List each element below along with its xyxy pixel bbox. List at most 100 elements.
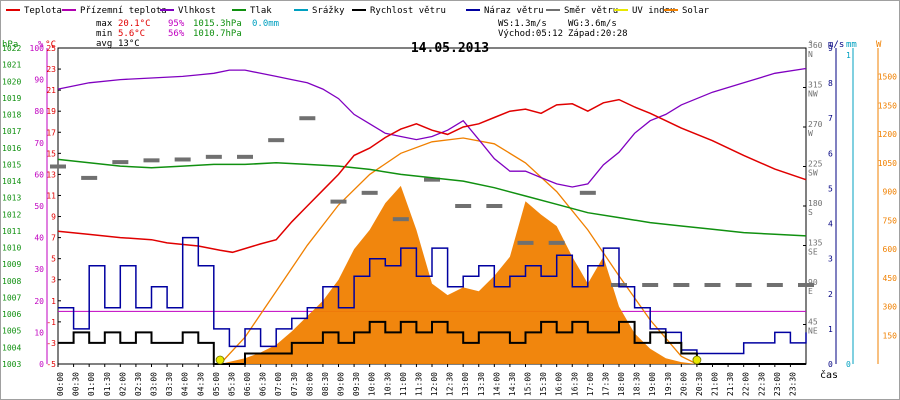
x-tick-label: 21:00: [711, 372, 720, 396]
degc-axis-title: °C: [45, 40, 56, 50]
x-tick-label: 03:00: [150, 372, 159, 396]
dir-tick-degrees: 225: [808, 160, 823, 169]
wind-direction-mark: [50, 164, 66, 169]
x-tick-label: 01:30: [103, 372, 112, 396]
degc-tick-label: 3: [51, 276, 56, 285]
stats-block: max 20.1°C 95% 1015.3hPa 0.0mm min 5.6°C…: [96, 19, 279, 49]
dir-tick-degrees: 180: [808, 199, 823, 208]
x-tick-label: 23:30: [788, 372, 797, 396]
wm2-tick-label: 300: [883, 303, 898, 312]
hpa-tick-label: 1010: [2, 244, 21, 253]
pressure-line: [57, 158, 807, 237]
hpa-tick-label: 1012: [2, 210, 21, 219]
wm2-tick-label: 450: [883, 274, 898, 283]
wm2-tick-label: 150: [883, 331, 898, 340]
wind-direction-mark: [673, 283, 690, 287]
pct-tick-label: 70: [34, 139, 44, 148]
hpa-tick-label: 1016: [2, 144, 21, 153]
ms-tick-label: 5: [828, 184, 833, 193]
hpa-tick-label: 1017: [2, 127, 21, 136]
x-tick-label: 06:00: [243, 372, 252, 396]
hpa-tick-label: 1007: [2, 293, 21, 302]
wm2-tick-label: 750: [883, 216, 898, 225]
hpa-tick-label: 1004: [2, 343, 21, 352]
x-tick-label: 10:30: [383, 372, 392, 396]
wind-direction-mark: [205, 154, 222, 159]
mm-axis-title: mm: [846, 40, 857, 50]
x-tick-label: 14:00: [492, 372, 501, 396]
solar-area: [220, 185, 697, 364]
x-tick-label: 09:00: [337, 372, 346, 396]
wind-direction-mark: [268, 138, 285, 143]
pct-tick-label: 60: [34, 170, 44, 179]
degc-tick-label: 21: [46, 86, 56, 95]
info-ws: WS:1.3m/s: [498, 19, 547, 29]
hpa-tick-label: 1014: [2, 177, 21, 186]
x-tick-label: 08:00: [305, 372, 314, 396]
degc-tick-label: 23: [46, 65, 56, 74]
ms-axis-title: m/s: [828, 40, 844, 50]
x-tick-label: 01:00: [87, 372, 96, 396]
stat-max-hum: 95%: [168, 19, 185, 29]
ms-tick-label: 9: [828, 44, 833, 53]
humidity-line: [57, 67, 807, 188]
degc-tick-label: 11: [46, 191, 56, 200]
wm2-tick-label: 1200: [878, 130, 897, 139]
x-tick-label: 22:30: [757, 372, 766, 396]
wm2-tick-label: 1350: [878, 101, 897, 110]
x-tick-label: 05:00: [212, 372, 221, 396]
dir-tick-compass: E: [808, 287, 813, 296]
x-tick-label: 21:30: [726, 372, 735, 396]
x-tick-label: 10:00: [368, 372, 377, 396]
dir-tick-degrees: 90: [808, 278, 818, 287]
x-tick-label: 16:30: [570, 372, 579, 396]
dir-tick-degrees: 135: [808, 239, 823, 248]
x-tick-label: 04:00: [181, 372, 190, 396]
info-wg: WG:3.6m/s: [568, 19, 617, 29]
degc-tick-label: 19: [46, 107, 56, 116]
degc-tick-label: 17: [46, 128, 56, 137]
dir-tick-compass: SW: [808, 169, 818, 178]
wind-direction-mark: [642, 283, 659, 287]
mm-tick-label: 0: [846, 360, 851, 369]
solar-clear-sky-line: [219, 137, 698, 365]
wind-direction-mark: [579, 190, 596, 195]
dir-tick-compass: W: [808, 129, 813, 138]
ms-tick-label: 7: [828, 114, 833, 123]
ms-tick-label: 6: [828, 149, 833, 158]
dir-tick-compass: SE: [808, 248, 818, 257]
pct-tick-label: 90: [34, 76, 44, 85]
x-tick-label: 05:30: [227, 372, 236, 396]
x-tick-label: 06:30: [259, 372, 268, 396]
x-tick-label: 02:00: [118, 372, 127, 396]
x-tick-label: 08:30: [321, 372, 330, 396]
wm2-tick-label: 900: [883, 188, 898, 197]
plot-area: [50, 67, 814, 365]
legend: Teplota Přízemní teplota Vlhkost Tlak Srážky…: [6, 6, 710, 16]
stat-max-rain: 0.0mm: [252, 19, 279, 29]
hpa-tick-label: 1003: [2, 360, 21, 369]
degc-tick-label: -5: [46, 360, 56, 369]
pct-tick-label: 100: [30, 44, 45, 53]
x-tick-label: 00:00: [56, 372, 65, 396]
stat-max-press: 1015.3hPa: [193, 19, 242, 29]
degc-tick-label: -1: [46, 318, 56, 327]
x-tick-label: 23:00: [773, 372, 782, 396]
axes: hPa1003100410051006100710081009101010111…: [2, 40, 897, 396]
x-tick-label: 15:00: [524, 372, 533, 396]
x-tick-label: 16:00: [555, 372, 564, 396]
dir-tick-compass: S: [808, 208, 813, 217]
ms-tick-label: 1: [828, 325, 833, 334]
wind-direction-mark: [392, 217, 409, 222]
legend-label-press: Tlak: [250, 6, 272, 16]
wind-direction-mark: [330, 199, 347, 204]
stat-min-hum: 56%: [168, 29, 185, 39]
wind-direction-mark: [237, 154, 253, 159]
x-tick-label: 18:30: [633, 372, 642, 396]
x-tick-label: 00:30: [72, 372, 81, 396]
x-axis-title: čas: [820, 369, 838, 381]
dir-tick-degrees: 315: [808, 81, 823, 90]
hpa-tick-label: 1005: [2, 327, 21, 336]
wind-direction-mark: [81, 175, 98, 180]
hpa-tick-label: 1011: [2, 227, 21, 236]
